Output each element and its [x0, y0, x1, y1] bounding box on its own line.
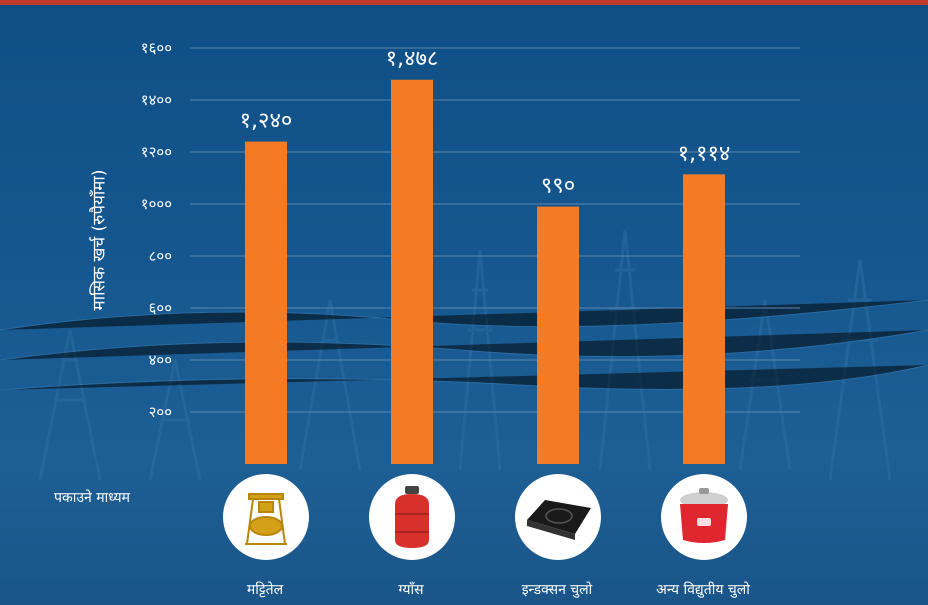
bar — [683, 174, 725, 465]
category-label-gas: ग्याँस — [398, 582, 424, 598]
bar — [537, 206, 579, 464]
rice-cooker-icon — [661, 474, 747, 560]
gas-cylinder-icon — [369, 474, 455, 560]
category-label-induction: इन्डक्सन चुलो — [521, 582, 593, 598]
category-label-electric: अन्य विद्युतीय चुलो — [656, 582, 750, 598]
bar-value-label: १,४७८ — [386, 47, 439, 72]
y-tick-label: ४०० — [149, 351, 172, 369]
cooking-medium-row-label: पकाउने माध्यम — [54, 490, 130, 506]
category-label-kerosene: मट्टितेल — [246, 582, 284, 598]
y-tick-label: २०० — [149, 403, 172, 421]
bar-value-label: १,२४० — [240, 109, 293, 134]
y-tick-label: ८०० — [149, 247, 172, 265]
bar — [245, 141, 287, 464]
top-accent-strip — [0, 0, 928, 5]
y-tick-label: १४०० — [141, 91, 172, 109]
bar-value-label: ९९० — [541, 174, 575, 199]
y-tick-label: १६०० — [141, 39, 172, 57]
bar-value-label: १,११४ — [678, 141, 731, 166]
kerosene-stove-icon — [223, 474, 309, 560]
y-tick-label: ६०० — [149, 299, 172, 317]
y-tick-label: १२०० — [141, 143, 172, 161]
y-tick-label: १००० — [141, 195, 172, 213]
induction-cooktop-icon — [515, 474, 601, 560]
bar — [391, 79, 433, 464]
y-axis-label: मासिक खर्च (रुपैयाँमा) — [89, 169, 110, 311]
